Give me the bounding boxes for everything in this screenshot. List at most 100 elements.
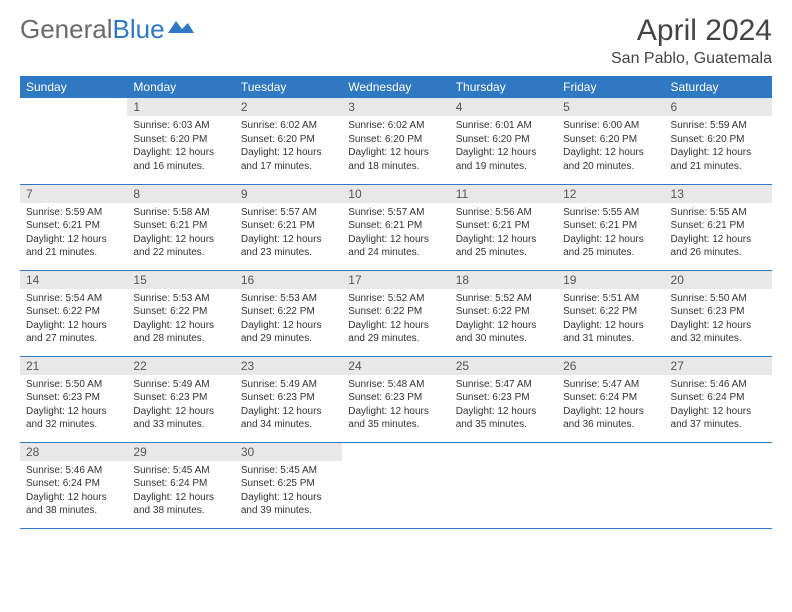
- day-number: 18: [450, 271, 557, 289]
- calendar-day-cell: 4Sunrise: 6:01 AMSunset: 6:20 PMDaylight…: [450, 98, 557, 184]
- calendar-day-cell: 11Sunrise: 5:56 AMSunset: 6:21 PMDayligh…: [450, 184, 557, 270]
- day-number: 26: [557, 357, 664, 375]
- day-info: Sunrise: 5:57 AMSunset: 6:21 PMDaylight:…: [342, 203, 449, 264]
- day-number: 1: [127, 98, 234, 116]
- day-info: Sunrise: 5:46 AMSunset: 6:24 PMDaylight:…: [20, 461, 127, 522]
- logo-part1: General: [20, 14, 113, 45]
- day-number: 22: [127, 357, 234, 375]
- day-number: 14: [20, 271, 127, 289]
- day-number: 20: [665, 271, 772, 289]
- day-number: 30: [235, 443, 342, 461]
- calendar-week-row: 14Sunrise: 5:54 AMSunset: 6:22 PMDayligh…: [20, 270, 772, 356]
- day-info: Sunrise: 5:49 AMSunset: 6:23 PMDaylight:…: [235, 375, 342, 436]
- day-info: Sunrise: 5:58 AMSunset: 6:21 PMDaylight:…: [127, 203, 234, 264]
- day-number: 27: [665, 357, 772, 375]
- day-number: 2: [235, 98, 342, 116]
- day-number: 13: [665, 185, 772, 203]
- calendar-day-cell: 10Sunrise: 5:57 AMSunset: 6:21 PMDayligh…: [342, 184, 449, 270]
- calendar-body: 1Sunrise: 6:03 AMSunset: 6:20 PMDaylight…: [20, 98, 772, 528]
- calendar-day-cell: 16Sunrise: 5:53 AMSunset: 6:22 PMDayligh…: [235, 270, 342, 356]
- day-info: Sunrise: 5:50 AMSunset: 6:23 PMDaylight:…: [665, 289, 772, 350]
- day-number: 5: [557, 98, 664, 116]
- day-number: 11: [450, 185, 557, 203]
- calendar-day-cell: 24Sunrise: 5:48 AMSunset: 6:23 PMDayligh…: [342, 356, 449, 442]
- calendar-week-row: 21Sunrise: 5:50 AMSunset: 6:23 PMDayligh…: [20, 356, 772, 442]
- day-number: 28: [20, 443, 127, 461]
- logo: GeneralBlue: [20, 14, 194, 45]
- day-number: 21: [20, 357, 127, 375]
- calendar-day-cell: 13Sunrise: 5:55 AMSunset: 6:21 PMDayligh…: [665, 184, 772, 270]
- day-number: 3: [342, 98, 449, 116]
- calendar-day-cell: 3Sunrise: 6:02 AMSunset: 6:20 PMDaylight…: [342, 98, 449, 184]
- day-number: 9: [235, 185, 342, 203]
- calendar-day-cell: 6Sunrise: 5:59 AMSunset: 6:20 PMDaylight…: [665, 98, 772, 184]
- day-info: Sunrise: 5:59 AMSunset: 6:20 PMDaylight:…: [665, 116, 772, 177]
- page-header: GeneralBlue April 2024 San Pablo, Guatem…: [20, 14, 772, 68]
- calendar-day-cell: 14Sunrise: 5:54 AMSunset: 6:22 PMDayligh…: [20, 270, 127, 356]
- logo-part2: Blue: [113, 14, 165, 45]
- day-number: 17: [342, 271, 449, 289]
- day-info: Sunrise: 5:50 AMSunset: 6:23 PMDaylight:…: [20, 375, 127, 436]
- day-info: Sunrise: 5:51 AMSunset: 6:22 PMDaylight:…: [557, 289, 664, 350]
- calendar-day-cell: [557, 442, 664, 528]
- weekday-header: Saturday: [665, 76, 772, 98]
- day-info: Sunrise: 5:57 AMSunset: 6:21 PMDaylight:…: [235, 203, 342, 264]
- calendar-day-cell: 25Sunrise: 5:47 AMSunset: 6:23 PMDayligh…: [450, 356, 557, 442]
- calendar-day-cell: 17Sunrise: 5:52 AMSunset: 6:22 PMDayligh…: [342, 270, 449, 356]
- day-number: 16: [235, 271, 342, 289]
- day-number: 12: [557, 185, 664, 203]
- weekday-header: Monday: [127, 76, 234, 98]
- day-info: Sunrise: 5:52 AMSunset: 6:22 PMDaylight:…: [450, 289, 557, 350]
- day-info: Sunrise: 5:52 AMSunset: 6:22 PMDaylight:…: [342, 289, 449, 350]
- calendar-day-cell: 29Sunrise: 5:45 AMSunset: 6:24 PMDayligh…: [127, 442, 234, 528]
- calendar-day-cell: 15Sunrise: 5:53 AMSunset: 6:22 PMDayligh…: [127, 270, 234, 356]
- calendar-day-cell: 30Sunrise: 5:45 AMSunset: 6:25 PMDayligh…: [235, 442, 342, 528]
- day-info: Sunrise: 5:55 AMSunset: 6:21 PMDaylight:…: [665, 203, 772, 264]
- day-info: Sunrise: 5:45 AMSunset: 6:25 PMDaylight:…: [235, 461, 342, 522]
- day-info: Sunrise: 5:56 AMSunset: 6:21 PMDaylight:…: [450, 203, 557, 264]
- day-info: Sunrise: 5:54 AMSunset: 6:22 PMDaylight:…: [20, 289, 127, 350]
- calendar-day-cell: 12Sunrise: 5:55 AMSunset: 6:21 PMDayligh…: [557, 184, 664, 270]
- day-number: 6: [665, 98, 772, 116]
- day-number: 29: [127, 443, 234, 461]
- month-title: April 2024: [611, 14, 772, 48]
- calendar-table: SundayMondayTuesdayWednesdayThursdayFrid…: [20, 76, 772, 529]
- day-info: Sunrise: 5:45 AMSunset: 6:24 PMDaylight:…: [127, 461, 234, 522]
- day-info: Sunrise: 6:03 AMSunset: 6:20 PMDaylight:…: [127, 116, 234, 177]
- logo-wave-icon: [168, 19, 194, 37]
- day-number: 25: [450, 357, 557, 375]
- calendar-day-cell: 28Sunrise: 5:46 AMSunset: 6:24 PMDayligh…: [20, 442, 127, 528]
- calendar-day-cell: 21Sunrise: 5:50 AMSunset: 6:23 PMDayligh…: [20, 356, 127, 442]
- day-info: Sunrise: 6:02 AMSunset: 6:20 PMDaylight:…: [235, 116, 342, 177]
- day-info: Sunrise: 6:02 AMSunset: 6:20 PMDaylight:…: [342, 116, 449, 177]
- calendar-day-cell: 1Sunrise: 6:03 AMSunset: 6:20 PMDaylight…: [127, 98, 234, 184]
- calendar-day-cell: 22Sunrise: 5:49 AMSunset: 6:23 PMDayligh…: [127, 356, 234, 442]
- calendar-day-cell: 7Sunrise: 5:59 AMSunset: 6:21 PMDaylight…: [20, 184, 127, 270]
- day-info: Sunrise: 5:55 AMSunset: 6:21 PMDaylight:…: [557, 203, 664, 264]
- calendar-week-row: 7Sunrise: 5:59 AMSunset: 6:21 PMDaylight…: [20, 184, 772, 270]
- day-number: 10: [342, 185, 449, 203]
- day-info: Sunrise: 5:53 AMSunset: 6:22 PMDaylight:…: [235, 289, 342, 350]
- day-info: Sunrise: 6:01 AMSunset: 6:20 PMDaylight:…: [450, 116, 557, 177]
- calendar-day-cell: [342, 442, 449, 528]
- day-number: 15: [127, 271, 234, 289]
- day-info: Sunrise: 5:46 AMSunset: 6:24 PMDaylight:…: [665, 375, 772, 436]
- calendar-day-cell: 27Sunrise: 5:46 AMSunset: 6:24 PMDayligh…: [665, 356, 772, 442]
- calendar-day-cell: 2Sunrise: 6:02 AMSunset: 6:20 PMDaylight…: [235, 98, 342, 184]
- day-info: Sunrise: 5:53 AMSunset: 6:22 PMDaylight:…: [127, 289, 234, 350]
- weekday-header: Thursday: [450, 76, 557, 98]
- day-number: 24: [342, 357, 449, 375]
- calendar-day-cell: 18Sunrise: 5:52 AMSunset: 6:22 PMDayligh…: [450, 270, 557, 356]
- calendar-day-cell: 26Sunrise: 5:47 AMSunset: 6:24 PMDayligh…: [557, 356, 664, 442]
- title-block: April 2024 San Pablo, Guatemala: [611, 14, 772, 68]
- location: San Pablo, Guatemala: [611, 50, 772, 68]
- calendar-day-cell: [450, 442, 557, 528]
- day-info: Sunrise: 5:47 AMSunset: 6:23 PMDaylight:…: [450, 375, 557, 436]
- day-info: Sunrise: 5:48 AMSunset: 6:23 PMDaylight:…: [342, 375, 449, 436]
- calendar-day-cell: 8Sunrise: 5:58 AMSunset: 6:21 PMDaylight…: [127, 184, 234, 270]
- weekday-header: Sunday: [20, 76, 127, 98]
- calendar-day-cell: 20Sunrise: 5:50 AMSunset: 6:23 PMDayligh…: [665, 270, 772, 356]
- weekday-header-row: SundayMondayTuesdayWednesdayThursdayFrid…: [20, 76, 772, 98]
- day-number: 8: [127, 185, 234, 203]
- day-number: 23: [235, 357, 342, 375]
